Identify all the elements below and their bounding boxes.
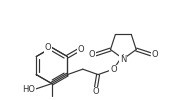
Text: O: O [45,43,51,52]
Text: O: O [89,50,96,59]
Text: O: O [77,45,84,54]
Text: O: O [92,87,99,96]
Text: N: N [120,55,127,64]
Text: HO: HO [22,84,35,94]
Text: O: O [110,65,117,74]
Text: O: O [151,50,158,59]
